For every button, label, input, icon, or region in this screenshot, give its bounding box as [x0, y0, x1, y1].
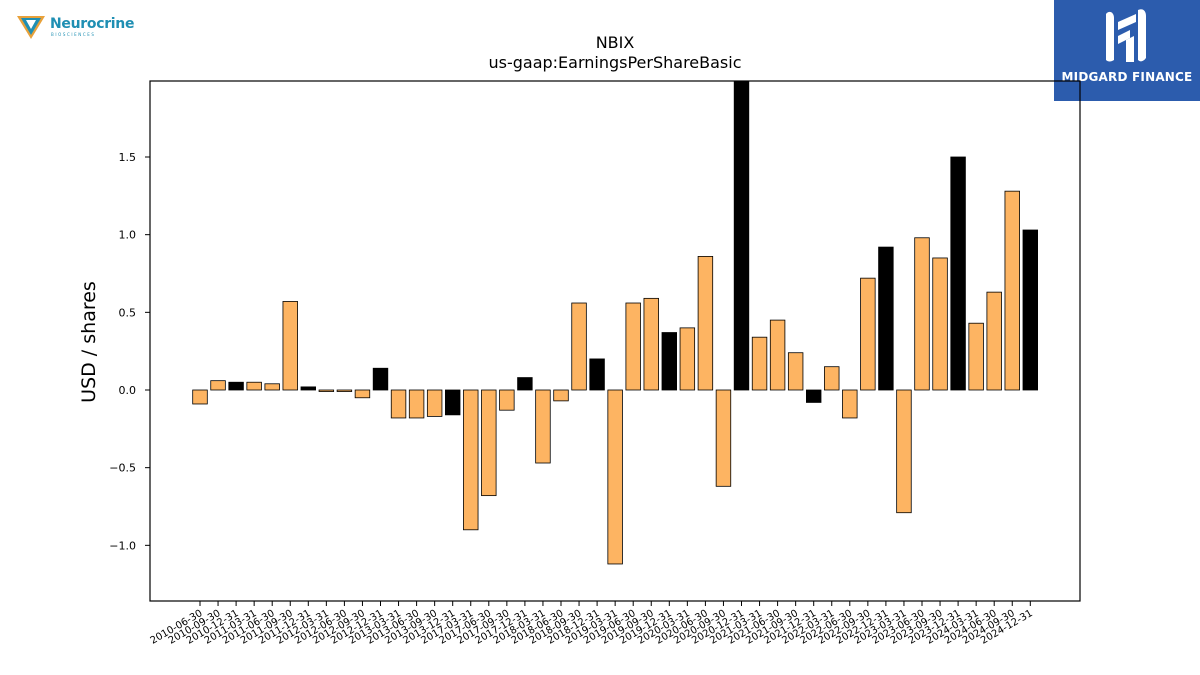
bar-2021-03-31 [751, 336, 768, 391]
plot-frame [149, 80, 1081, 602]
bar-2013-12-31 [444, 389, 461, 416]
bar-2020-12-31 [733, 80, 750, 391]
bar-2022-09-30 [860, 277, 876, 391]
bar-2012-12-31 [372, 367, 389, 391]
bar-2024-03-31 [968, 322, 984, 391]
y-tick-label: −0.5 [109, 462, 136, 475]
bar-2011-06-30 [264, 383, 280, 391]
midgard-emblem-icon [1106, 9, 1146, 62]
bar-2019-12-31 [661, 332, 678, 391]
bar-2012-03-31 [318, 389, 335, 392]
y-tick-label: 0.0 [119, 384, 137, 397]
y-tick-label: 0.5 [119, 306, 137, 319]
bar-2017-03-31 [463, 389, 479, 531]
bar-2017-06-30 [481, 389, 497, 497]
y-tick-label: 1.5 [119, 151, 137, 164]
bar-2010-09-30 [210, 380, 226, 391]
left-logo-name: Neurocrine [50, 16, 135, 32]
bar-2011-03-31 [246, 381, 262, 391]
bar-2024-06-30 [986, 291, 1002, 391]
triangle-logo-icon [17, 16, 45, 39]
bar-2023-03-31 [896, 389, 912, 514]
bar-2018-06-30 [553, 389, 569, 402]
bar-2019-06-30 [625, 302, 641, 391]
bar-2011-09-30 [282, 301, 298, 391]
bar-2012-09-30 [354, 389, 371, 399]
bar-2024-12-31 [1022, 229, 1039, 391]
chart-subtitle: us-gaap:EarningsPerShareBasic [488, 53, 741, 72]
bar-2010-12-31 [228, 381, 244, 391]
bar-2022-06-30 [842, 389, 858, 419]
chart-title: NBIX [596, 33, 635, 52]
bar-2017-09-30 [499, 389, 515, 411]
bar-2013-03-31 [390, 389, 407, 419]
bar-2022-03-31 [824, 366, 840, 391]
bar-2013-09-30 [426, 389, 443, 417]
bar-2021-12-31 [806, 389, 822, 403]
y-tick-label: 1.0 [119, 229, 137, 242]
y-tick-label: −1.0 [109, 539, 136, 552]
bar-2020-09-30 [715, 389, 732, 487]
bar-2017-12-31 [517, 377, 533, 391]
bar-2018-09-30 [571, 302, 587, 391]
bar-2012-06-30 [336, 389, 353, 392]
bar-2021-06-30 [769, 319, 786, 391]
y-axis-label: USD / shares [78, 281, 100, 403]
bars-group [192, 80, 1039, 565]
neurocrine-logo: Neurocrine BIOSCIENCES [16, 14, 156, 42]
bar-2020-03-31 [679, 327, 696, 391]
bar-2018-12-31 [589, 358, 605, 391]
x-ticks-group: 2010-06-302010-09-302010-12-312011-03-31… [149, 601, 1035, 647]
bar-2010-06-30 [192, 389, 208, 405]
midgard-finance-logo: MIDGARD FINANCE [1054, 0, 1200, 101]
bar-2013-06-30 [408, 389, 425, 419]
bar-2022-12-31 [878, 246, 894, 391]
y-ticks-group: −1.0 −0.5 0.0 0.5 1.0 1.5 [109, 151, 150, 552]
bar-2019-03-31 [607, 389, 623, 565]
right-logo-name: MIDGARD FINANCE [1061, 70, 1193, 84]
bar-2021-09-30 [787, 352, 804, 391]
left-logo-subtitle: BIOSCIENCES [51, 32, 96, 37]
bar-2019-09-30 [643, 297, 659, 391]
bar-2023-12-31 [950, 156, 966, 391]
bar-2011-12-31 [300, 386, 317, 391]
bar-2023-06-30 [914, 237, 930, 391]
bar-2024-09-30 [1004, 190, 1020, 391]
bar-2023-09-30 [932, 257, 948, 391]
bar-2018-03-31 [535, 389, 551, 464]
bar-2020-06-30 [697, 256, 714, 391]
